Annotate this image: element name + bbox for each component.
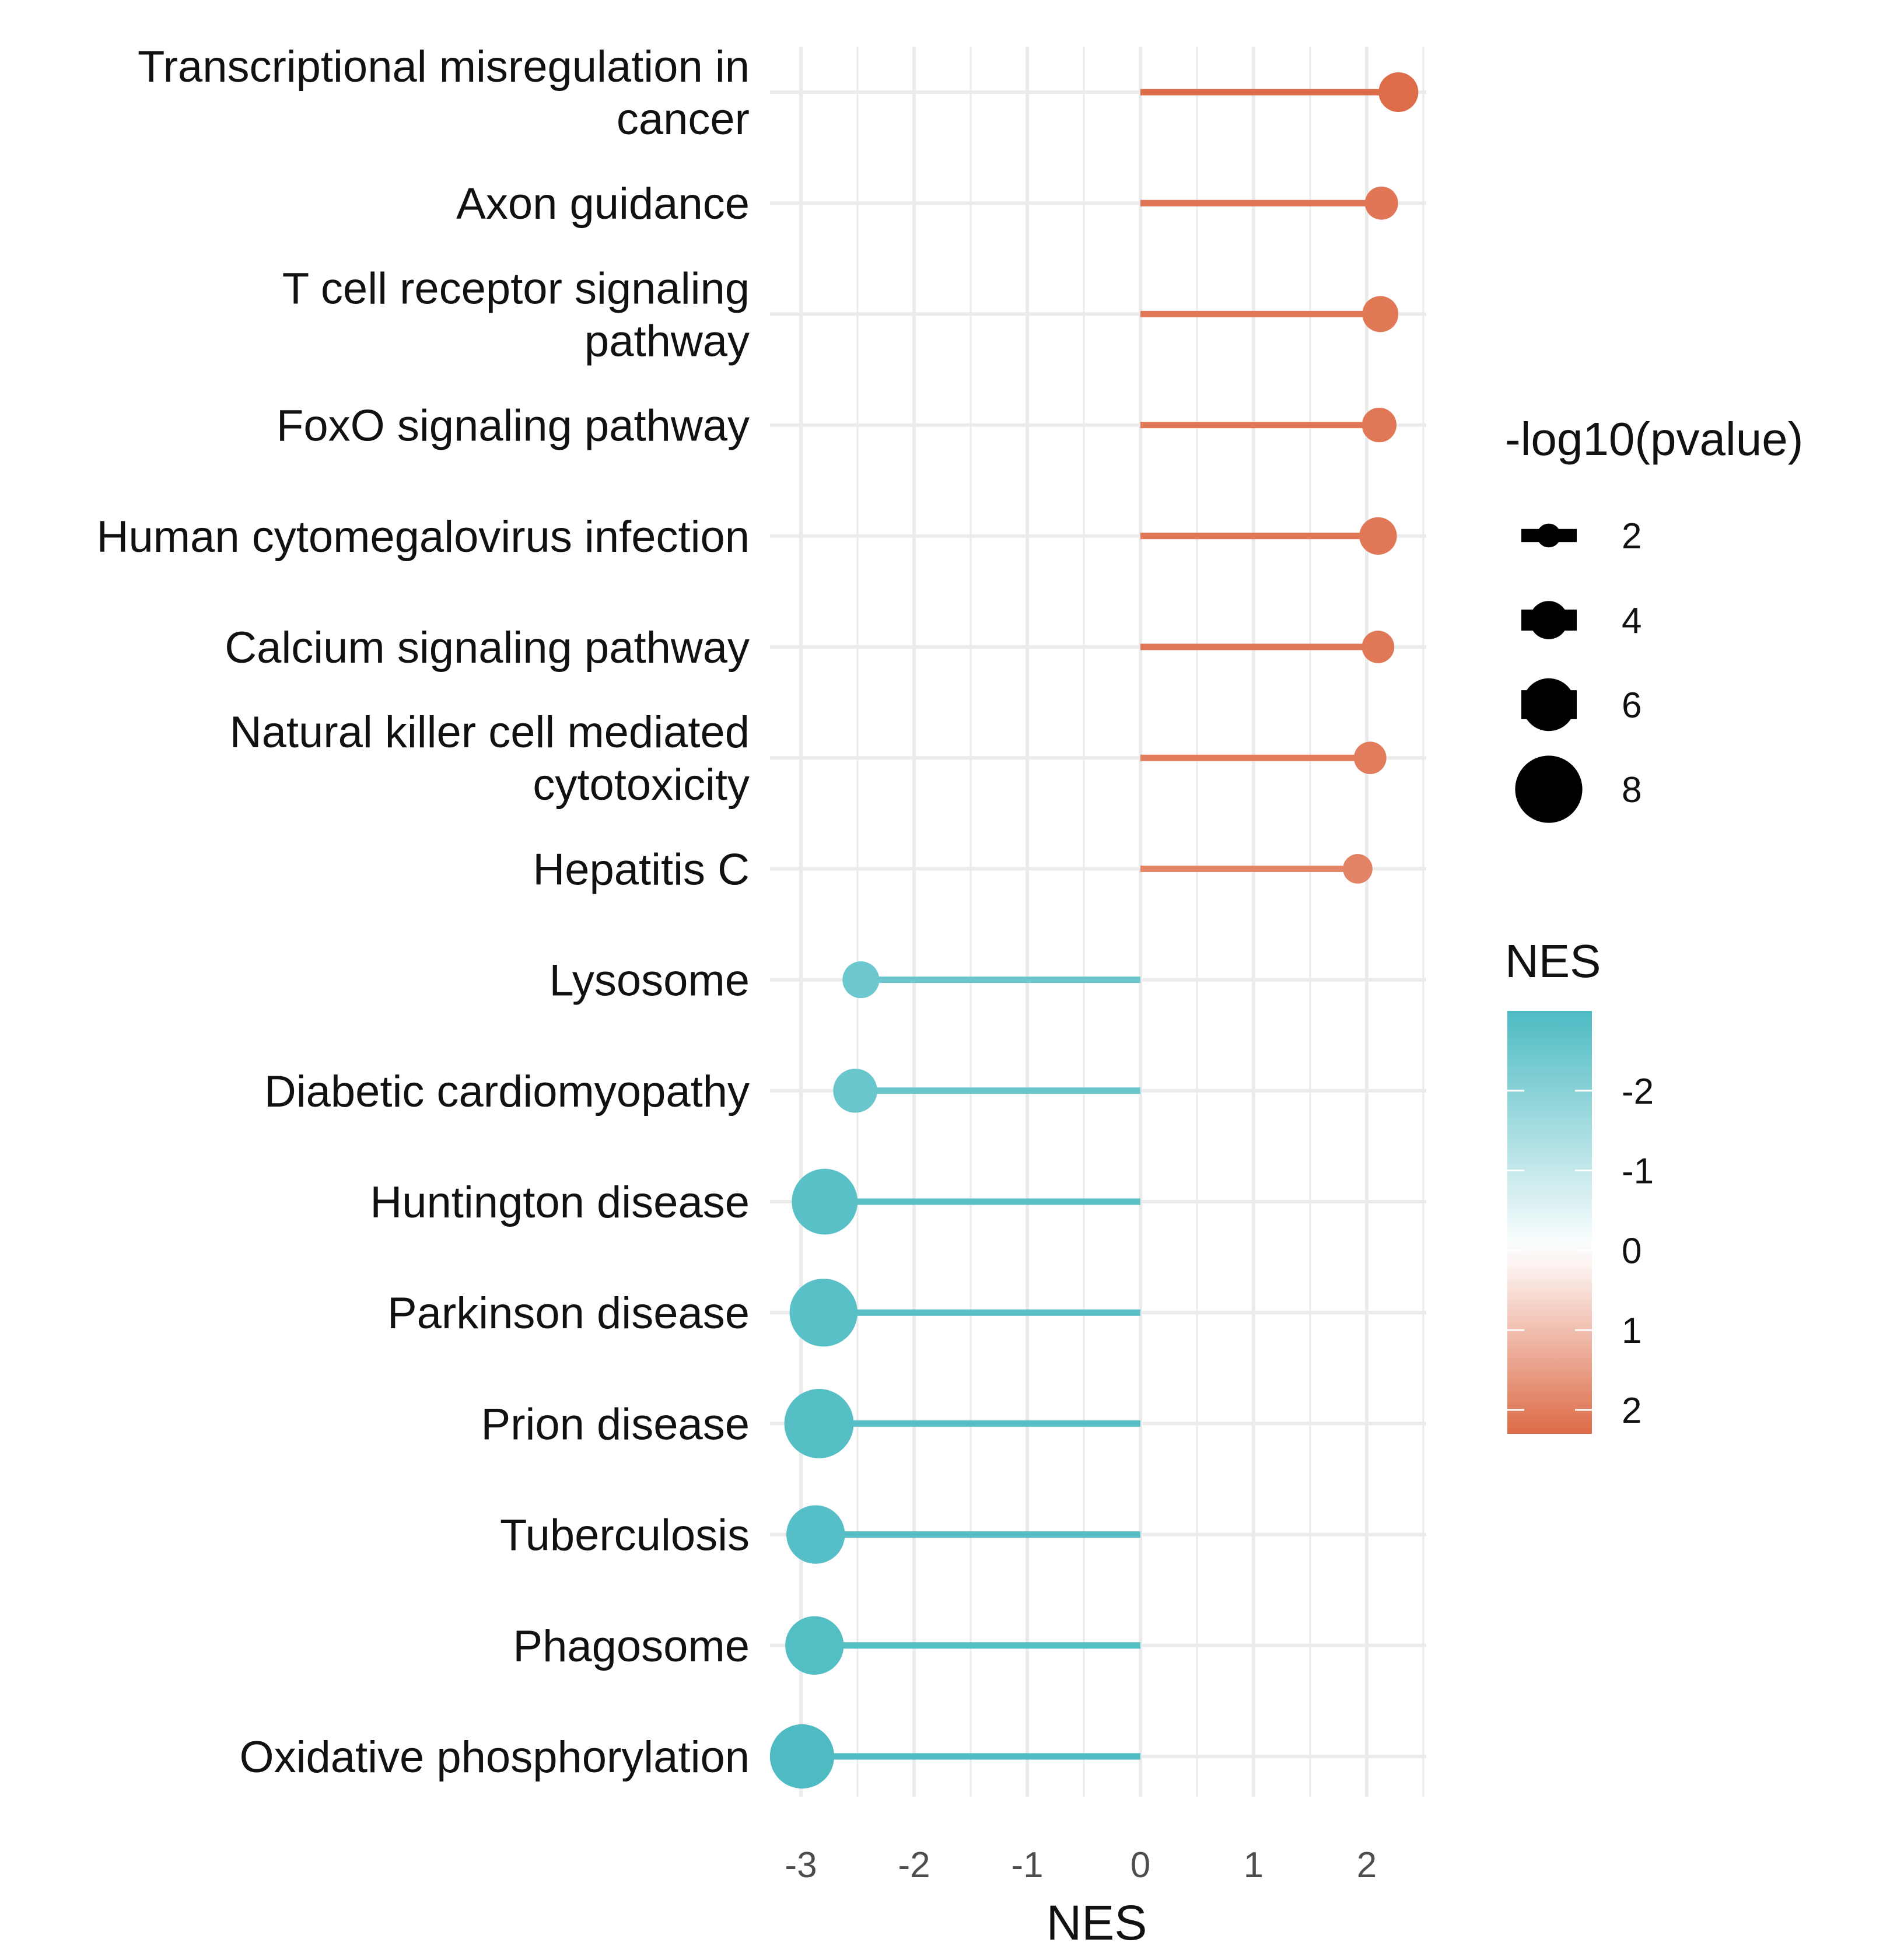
- lollipop-point: [1359, 517, 1397, 555]
- lollipop-point: [1364, 186, 1398, 220]
- category-label: Parkinson disease: [387, 1289, 750, 1338]
- lollipop-point: [1362, 631, 1395, 663]
- size-legend-label: 8: [1622, 770, 1642, 810]
- lollipop-point: [842, 961, 880, 999]
- x-tick-label: 2: [1357, 1845, 1377, 1885]
- size-legend-key: [1515, 755, 1583, 823]
- x-axis-ticks: -3 -2 -1 0 1 2: [785, 1845, 1377, 1885]
- lollipop-point: [786, 1505, 845, 1564]
- colorbar-label: 0: [1622, 1231, 1642, 1271]
- nes-colorbar: [1507, 1011, 1592, 1434]
- size-legend-label: 4: [1622, 601, 1642, 641]
- category-label: Diabetic cardiomyopathy: [264, 1067, 750, 1116]
- category-label: Lysosome: [549, 956, 750, 1006]
- category-label: Tuberculosis: [500, 1511, 750, 1560]
- size-legend-key: [1536, 523, 1561, 548]
- size-legend-key: [1522, 678, 1576, 732]
- colorbar-label: -1: [1622, 1152, 1654, 1192]
- x-tick-label: 0: [1130, 1845, 1150, 1885]
- size-legend-label: 6: [1622, 685, 1642, 726]
- lollipop-point: [785, 1616, 844, 1675]
- lollipop-point: [833, 1069, 877, 1113]
- size-legend: -log10(pvalue) 2 4 6 8: [1505, 413, 1803, 823]
- colorbar-label: 2: [1622, 1391, 1642, 1431]
- category-label: T cell receptor signaling pathway: [282, 264, 750, 366]
- color-legend: NES -2 -1 0 1 2: [1505, 935, 1654, 1434]
- category-label: Hepatitis C: [533, 845, 750, 894]
- category-label: Human cytomegalovirus infection: [97, 512, 750, 562]
- lollipop-point: [1362, 407, 1397, 443]
- lollipop-marks: [769, 72, 1419, 1789]
- lollipop-point: [1353, 741, 1387, 775]
- category-label: FoxO signaling pathway: [276, 401, 750, 451]
- category-label: Phagosome: [513, 1622, 750, 1671]
- category-label: Axon guidance: [456, 179, 750, 229]
- x-tick-label: -3: [785, 1845, 817, 1885]
- category-label: Oxidative phosphorylation: [239, 1732, 750, 1782]
- lollipop-point: [784, 1388, 854, 1458]
- lollipop-point: [789, 1278, 858, 1347]
- colorbar-label: 1: [1622, 1311, 1642, 1351]
- lollipop-point: [769, 1724, 835, 1789]
- category-label: Transcriptional misregulation in cancer: [138, 42, 750, 144]
- colorbar-label: -2: [1622, 1072, 1654, 1112]
- category-label: Huntington disease: [370, 1178, 750, 1227]
- lollipop-point: [1378, 72, 1419, 113]
- size-legend-title: -log10(pvalue): [1505, 413, 1803, 465]
- category-label: Prion disease: [481, 1399, 750, 1449]
- category-labels: Transcriptional misregulation in cancer Ax…: [97, 42, 750, 1782]
- x-tick-label: -2: [898, 1845, 930, 1885]
- category-label: Calcium signaling pathway: [225, 623, 750, 673]
- color-legend-title: NES: [1505, 935, 1601, 987]
- lollipop-point: [1343, 854, 1373, 884]
- x-tick-label: -1: [1011, 1845, 1043, 1885]
- x-tick-label: 1: [1244, 1845, 1264, 1885]
- size-legend-key: [1530, 601, 1568, 639]
- x-axis-title: NES: [1046, 1895, 1147, 1950]
- lollipop-point: [792, 1168, 858, 1235]
- lollipop-point: [1362, 296, 1399, 332]
- category-label: Natural killer cell mediated cytotoxicity: [230, 708, 750, 810]
- size-legend-label: 2: [1622, 516, 1642, 556]
